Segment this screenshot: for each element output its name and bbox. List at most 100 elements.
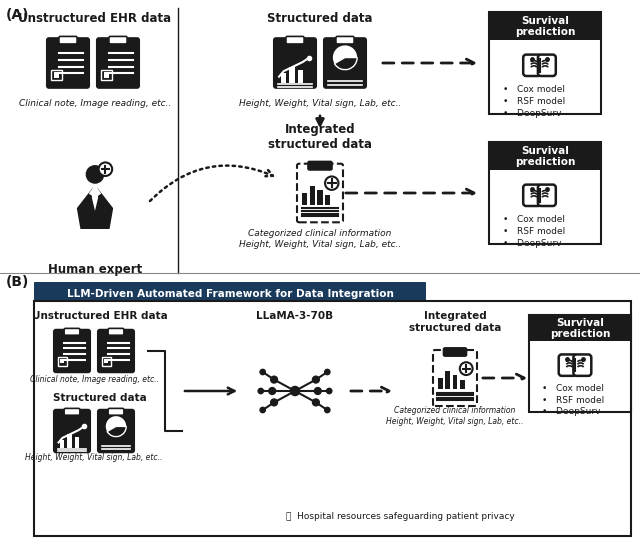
FancyBboxPatch shape (529, 315, 631, 411)
Text: Height, Weight, Vital sign, Lab, etc..: Height, Weight, Vital sign, Lab, etc.. (239, 99, 401, 108)
FancyBboxPatch shape (297, 164, 343, 222)
FancyBboxPatch shape (452, 375, 458, 389)
FancyBboxPatch shape (444, 348, 467, 356)
FancyBboxPatch shape (102, 357, 111, 366)
FancyBboxPatch shape (286, 36, 304, 44)
Polygon shape (89, 185, 95, 198)
FancyBboxPatch shape (59, 36, 77, 44)
Text: Human expert: Human expert (48, 263, 142, 276)
FancyBboxPatch shape (60, 359, 65, 363)
Text: (B): (B) (6, 275, 29, 289)
FancyBboxPatch shape (302, 193, 307, 205)
FancyBboxPatch shape (573, 354, 591, 376)
FancyBboxPatch shape (67, 434, 72, 447)
Circle shape (86, 165, 104, 184)
FancyBboxPatch shape (489, 142, 601, 244)
FancyBboxPatch shape (74, 437, 79, 447)
Circle shape (314, 388, 321, 394)
Text: •   DeepSurv: • DeepSurv (503, 239, 562, 248)
Wedge shape (106, 416, 126, 431)
Circle shape (460, 362, 472, 375)
Text: •   DeepSurv: • DeepSurv (503, 109, 562, 118)
Text: Categorized clinical information
Height, Weight, Vital sign, Lab, etc..: Categorized clinical information Height,… (239, 229, 401, 249)
Text: Clinical note, Image reading, etc..: Clinical note, Image reading, etc.. (29, 375, 159, 384)
FancyBboxPatch shape (34, 282, 426, 306)
FancyBboxPatch shape (530, 316, 630, 341)
Text: Integrated
structured data: Integrated structured data (268, 123, 372, 151)
Circle shape (312, 376, 319, 383)
FancyBboxPatch shape (280, 74, 286, 82)
Text: •   Cox model: • Cox model (542, 384, 604, 393)
Polygon shape (92, 185, 98, 211)
FancyBboxPatch shape (109, 36, 127, 44)
Text: •   RSF model: • RSF model (542, 395, 604, 405)
FancyBboxPatch shape (310, 186, 315, 205)
Text: •   Cox model: • Cox model (503, 86, 565, 95)
Text: Clinical note, Image reading, etc..: Clinical note, Image reading, etc.. (19, 99, 171, 108)
FancyBboxPatch shape (64, 408, 80, 415)
Text: Survival
prediction: Survival prediction (515, 146, 575, 167)
Circle shape (312, 399, 319, 406)
Wedge shape (335, 58, 357, 70)
FancyBboxPatch shape (559, 354, 577, 376)
Circle shape (325, 176, 339, 190)
Text: Integrated
structured data: Integrated structured data (409, 311, 501, 332)
Circle shape (291, 387, 300, 395)
FancyBboxPatch shape (108, 328, 124, 335)
FancyBboxPatch shape (34, 301, 631, 536)
FancyBboxPatch shape (325, 195, 330, 205)
FancyBboxPatch shape (317, 190, 323, 205)
FancyBboxPatch shape (98, 330, 134, 372)
Text: •   Cox model: • Cox model (503, 216, 565, 225)
Circle shape (260, 408, 266, 413)
Circle shape (269, 388, 276, 394)
FancyBboxPatch shape (490, 143, 600, 170)
FancyBboxPatch shape (324, 38, 366, 88)
Circle shape (258, 388, 264, 394)
Text: 🔒  Hospital resources safeguarding patient privacy: 🔒 Hospital resources safeguarding patien… (285, 512, 515, 521)
FancyBboxPatch shape (58, 357, 67, 366)
Text: •   RSF model: • RSF model (503, 227, 566, 237)
FancyBboxPatch shape (524, 55, 541, 76)
Text: Unstructured EHR data: Unstructured EHR data (32, 311, 168, 321)
FancyBboxPatch shape (336, 36, 354, 44)
FancyBboxPatch shape (64, 328, 80, 335)
FancyBboxPatch shape (538, 55, 556, 76)
Text: •   RSF model: • RSF model (503, 97, 566, 107)
FancyBboxPatch shape (460, 380, 465, 389)
FancyBboxPatch shape (54, 72, 59, 77)
FancyBboxPatch shape (54, 330, 90, 372)
FancyBboxPatch shape (47, 38, 89, 88)
FancyBboxPatch shape (489, 12, 601, 114)
Text: LLaMA-3-70B: LLaMA-3-70B (257, 311, 333, 321)
Text: LLM-Driven Automated Framework for Data Integration: LLM-Driven Automated Framework for Data … (67, 289, 394, 299)
Wedge shape (107, 426, 126, 437)
FancyBboxPatch shape (60, 440, 65, 447)
FancyBboxPatch shape (101, 70, 112, 80)
Circle shape (326, 388, 332, 394)
FancyBboxPatch shape (289, 67, 294, 82)
FancyBboxPatch shape (108, 408, 124, 415)
Circle shape (260, 369, 266, 375)
Text: Structured data: Structured data (53, 393, 147, 403)
FancyArrowPatch shape (150, 165, 273, 201)
FancyBboxPatch shape (308, 161, 332, 170)
FancyBboxPatch shape (445, 371, 450, 389)
Text: Survival
prediction: Survival prediction (515, 16, 575, 37)
FancyBboxPatch shape (104, 72, 109, 77)
Circle shape (324, 369, 330, 375)
FancyBboxPatch shape (298, 70, 303, 82)
FancyBboxPatch shape (438, 378, 443, 389)
Text: (A): (A) (6, 8, 29, 22)
FancyBboxPatch shape (51, 70, 62, 80)
FancyBboxPatch shape (490, 13, 600, 40)
Text: •   DeepSurv: • DeepSurv (542, 407, 600, 416)
Circle shape (271, 376, 278, 383)
Text: Structured data: Structured data (268, 12, 372, 25)
Circle shape (324, 408, 330, 413)
FancyBboxPatch shape (524, 185, 541, 206)
Wedge shape (333, 45, 357, 64)
FancyBboxPatch shape (97, 38, 139, 88)
Circle shape (99, 163, 112, 176)
Circle shape (271, 399, 278, 406)
